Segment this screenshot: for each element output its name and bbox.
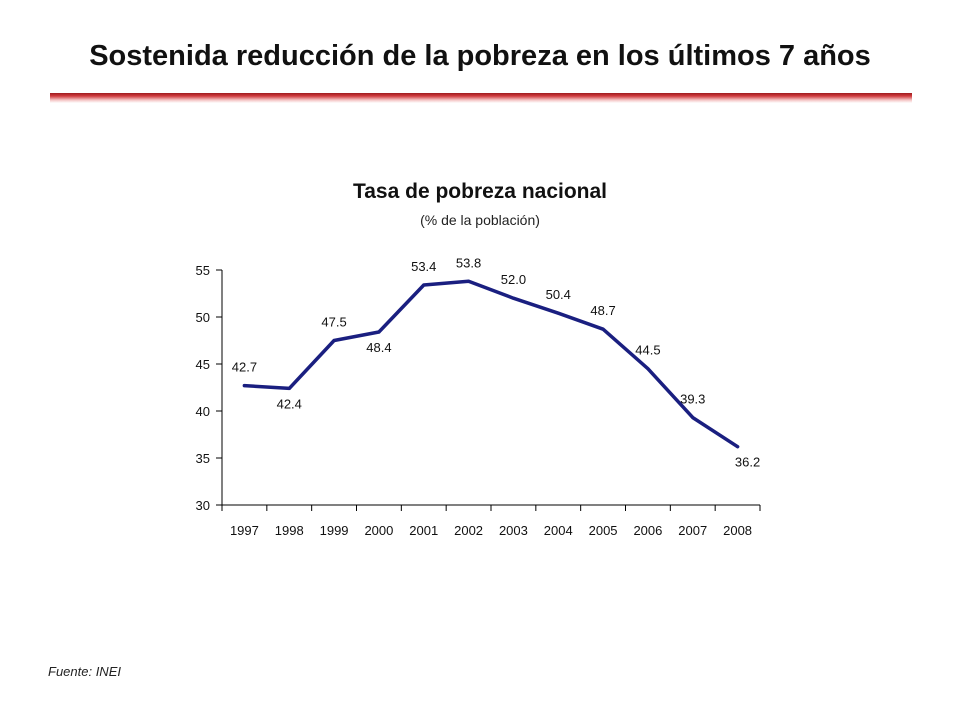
data-point — [736, 445, 740, 449]
title-underline — [50, 93, 912, 103]
data-label: 39.3 — [680, 392, 705, 407]
y-tick-label: 50 — [196, 310, 210, 325]
x-tick-label: 1998 — [275, 523, 304, 538]
data-point — [556, 311, 560, 315]
x-tick-label: 2006 — [633, 523, 662, 538]
x-tick-label: 2008 — [723, 523, 752, 538]
data-point — [377, 330, 381, 334]
data-point — [467, 279, 471, 283]
y-tick-label: 35 — [196, 451, 210, 466]
chart-title: Tasa de pobreza nacional — [352, 180, 608, 203]
data-label: 52.0 — [501, 272, 526, 287]
x-tick-label: 2002 — [454, 523, 483, 538]
data-label: 47.5 — [321, 315, 346, 330]
x-tick-label: 2007 — [678, 523, 707, 538]
data-point — [287, 386, 291, 390]
data-point — [646, 367, 650, 371]
series-line-pobreza — [242, 279, 740, 449]
data-point — [691, 416, 695, 420]
x-tick-label: 2003 — [499, 523, 528, 538]
data-label: 50.4 — [546, 287, 571, 302]
data-label: 48.7 — [590, 303, 615, 318]
x-tick-label: 2001 — [409, 523, 438, 538]
data-label: 42.7 — [232, 360, 257, 375]
slide-title: Sostenida reducción de la pobreza en los… — [89, 40, 871, 72]
data-point — [422, 283, 426, 287]
data-label: 44.5 — [635, 343, 660, 358]
data-label: 48.4 — [366, 340, 391, 355]
source-note: Fuente: INEI — [48, 664, 121, 679]
x-tick-label: 2000 — [364, 523, 393, 538]
x-tick-label: 1997 — [230, 523, 259, 538]
data-label: 53.4 — [411, 259, 436, 274]
y-tick-label: 40 — [196, 404, 210, 419]
data-point — [511, 296, 515, 300]
x-tick-label: 1999 — [320, 523, 349, 538]
y-tick-label: 55 — [196, 263, 210, 278]
x-tick-label: 2005 — [589, 523, 618, 538]
y-tick-label: 30 — [196, 498, 210, 513]
data-label: 42.4 — [277, 396, 302, 411]
chart-subtitle: (% de la población) — [420, 212, 540, 228]
data-label: 36.2 — [735, 455, 760, 470]
data-point — [242, 384, 246, 388]
data-label: 53.8 — [456, 255, 481, 270]
data-point — [332, 339, 336, 342]
y-tick-label: 45 — [196, 357, 210, 372]
x-tick-label: 2004 — [544, 523, 573, 538]
data-point — [601, 327, 605, 331]
